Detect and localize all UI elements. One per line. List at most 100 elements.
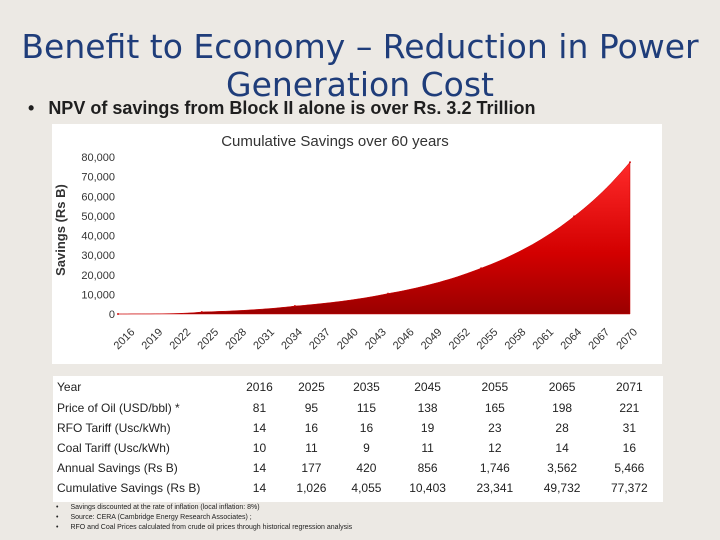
table-cell: 5,466: [614, 461, 645, 475]
row-label: Coal Tariff (Usc/kWh): [57, 441, 170, 455]
header-year: 2045: [414, 380, 441, 394]
y-tick-label: 0: [109, 309, 115, 321]
table-cell: 28: [555, 421, 569, 435]
x-tick-label: 2055: [475, 326, 501, 352]
header-year: 2065: [548, 380, 576, 394]
x-tick-label: 2052: [447, 326, 473, 352]
table-cell: 19: [420, 421, 435, 435]
table-cell: 31: [622, 421, 637, 435]
x-tick-label: 2031: [251, 326, 277, 352]
chart-svg: Cumulative Savings over 60 years Savings…: [53, 133, 640, 352]
table-cell: 14: [252, 461, 267, 475]
data-point: [573, 215, 576, 218]
footnote: Source: CERA (Cambridge Energy Research …: [56, 513, 352, 523]
row-label: Annual Savings (Rs B): [57, 461, 178, 475]
table-row: Coal Tariff (Usc/kWh) 10 11 9 11 12 14 1…: [53, 438, 663, 458]
table-cell: 14: [252, 481, 267, 495]
x-tick-label: 2070: [614, 326, 640, 352]
header-year: 2035: [353, 380, 380, 394]
table-cell: 10,403: [409, 481, 446, 495]
header-year: 2016: [246, 380, 273, 394]
table-cell: 165: [484, 401, 505, 415]
table-cell: 1,746: [479, 461, 510, 475]
x-tick-label: 2019: [140, 326, 166, 352]
table-cell: 198: [552, 401, 573, 415]
table-cell: 11: [421, 441, 434, 455]
cumulative-savings-area: [118, 161, 631, 315]
footnotes: Savings discounted at the rate of inflat…: [56, 503, 352, 533]
npv-bullet-text: NPV of savings from Block II alone is ov…: [48, 98, 536, 118]
x-tick-label: 2028: [223, 326, 249, 352]
table-cell: 16: [304, 421, 319, 435]
table-cell: 49,732: [543, 481, 581, 495]
table-cell: 77,372: [611, 481, 648, 495]
x-tick-label: 2049: [419, 326, 445, 352]
x-tick-label: 2037: [307, 326, 333, 352]
table-cell: 4,055: [351, 481, 382, 495]
table-cell: 420: [356, 461, 377, 475]
x-tick-label: 2061: [531, 326, 557, 352]
table-cell: 9: [363, 441, 370, 455]
cumulative-savings-chart: Cumulative Savings over 60 years Savings…: [52, 124, 662, 364]
data-point: [629, 161, 631, 164]
table-cell: 138: [417, 401, 438, 415]
y-tick-label: 50,000: [81, 211, 115, 223]
table-row: Cumulative Savings (Rs B) 14 1,026 4,055…: [53, 478, 663, 498]
header-year: 2055: [481, 380, 509, 394]
data-point: [200, 311, 203, 313]
table-cell: 16: [359, 421, 374, 435]
y-axis-title: Savings (Rs B): [53, 184, 68, 276]
x-tick-label: 2040: [335, 326, 361, 352]
y-tick-label: 10,000: [81, 289, 115, 301]
data-point: [387, 292, 389, 295]
x-tick-label: 2025: [195, 326, 221, 352]
x-tick-label: 2064: [558, 326, 584, 352]
row-label: Cumulative Savings (Rs B): [57, 481, 201, 495]
table-cell: 11: [305, 441, 318, 455]
chart-title: Cumulative Savings over 60 years: [221, 133, 449, 150]
header-year-label: Year: [57, 380, 82, 394]
footnote: RFO and Coal Prices calculated from crud…: [56, 523, 352, 533]
y-tick-label: 80,000: [81, 152, 115, 164]
row-label: Price of Oil (USD/bbl) *: [57, 401, 180, 415]
x-tick-label: 2022: [167, 326, 193, 352]
x-tick-label: 2058: [503, 326, 529, 352]
slide-title: Benefit to Economy – Reduction in Power …: [21, 27, 699, 104]
x-tick-label: 2043: [363, 326, 389, 352]
table-cell: 10: [252, 441, 267, 455]
table-cell: 12: [488, 441, 502, 455]
table-cell: 23: [488, 421, 502, 435]
x-tick-label: 2067: [586, 326, 612, 352]
footnote: Savings discounted at the rate of inflat…: [56, 503, 352, 513]
npv-bullet: • NPV of savings from Block II alone is o…: [28, 98, 535, 119]
y-tick-label: 60,000: [81, 191, 115, 203]
table-cell: 14: [555, 441, 569, 455]
y-tick-label: 20,000: [81, 270, 115, 282]
row-label: RFO Tariff (Usc/kWh): [57, 421, 171, 435]
table-cell: 14: [252, 421, 267, 435]
table-cell: 177: [301, 461, 322, 475]
y-tick-label: 40,000: [81, 231, 115, 243]
table-header-row: Year 2016 2025 2035 2045 2055 2065 2071: [53, 376, 663, 398]
table-cell: 856: [417, 461, 438, 475]
table-cell: 95: [304, 401, 319, 415]
x-tick-label: 2016: [112, 326, 138, 352]
bullet-icon: •: [28, 98, 35, 118]
data-point: [293, 305, 296, 307]
y-tick-label: 30,000: [81, 250, 115, 262]
data-point: [117, 313, 119, 315]
data-point: [480, 267, 483, 270]
x-tick-label: 2034: [279, 326, 305, 352]
table-cell: 221: [619, 401, 640, 415]
table-row: RFO Tariff (Usc/kWh) 14 16 16 19 23 28 3…: [53, 418, 663, 438]
header-year: 2071: [616, 380, 643, 394]
table-cell: 1,026: [296, 481, 327, 495]
table-cell: 115: [356, 401, 377, 415]
table-cell: 23,341: [476, 481, 514, 495]
table-cell: 3,562: [547, 461, 578, 475]
savings-table: Year 2016 2025 2035 2045 2055 2065 2071 …: [53, 376, 663, 502]
table-cell: 81: [252, 401, 267, 415]
table-row: Annual Savings (Rs B) 14 177 420 856 1,7…: [53, 458, 663, 478]
x-tick-label: 2046: [391, 326, 417, 352]
table-row: Price of Oil (USD/bbl) * 81 95 115 138 1…: [53, 398, 663, 418]
